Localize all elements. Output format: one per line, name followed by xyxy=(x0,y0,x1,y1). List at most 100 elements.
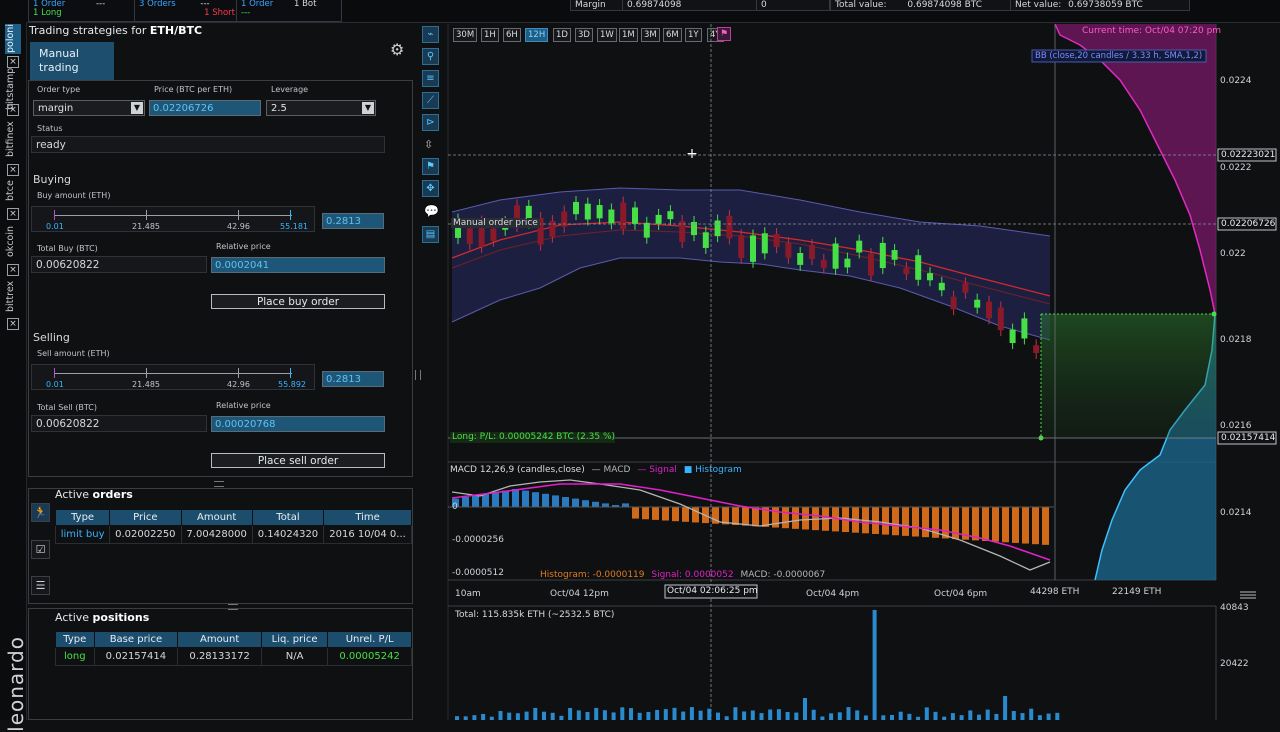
volume-axis-label: 20422 xyxy=(1220,659,1249,669)
candle xyxy=(809,245,815,260)
candle xyxy=(962,283,969,293)
timeframe-1m[interactable]: 1M xyxy=(619,28,638,42)
time-axis-label: Oct/04 4pm xyxy=(806,589,860,599)
timeframe-1h[interactable]: 1H xyxy=(481,28,499,42)
flag-icon[interactable]: ⚑ xyxy=(717,27,731,41)
volume-bar xyxy=(620,707,625,720)
bollinger-legend[interactable]: BB (close,20 candles / 3.33 h, SMA,1,2) xyxy=(1035,51,1203,61)
column-header[interactable]: Amount xyxy=(180,509,253,526)
screenshot-icon[interactable]: ▤ xyxy=(422,226,439,243)
buy-amount-slider[interactable]: 0.01 21.485 42.96 55.181 xyxy=(31,206,315,232)
place-buy-order-button[interactable]: Place buy order xyxy=(211,294,385,309)
table-row[interactable]: long 0.02157414 0.28133172 N/A 0.0000524… xyxy=(55,647,412,666)
checkbox-icon[interactable]: ☑ xyxy=(31,540,50,559)
strategy-settings-icon[interactable]: ⚙ xyxy=(390,40,405,59)
trend-line-icon[interactable]: ⟋ xyxy=(422,92,439,109)
timeframe-6h[interactable]: 6H xyxy=(503,28,521,42)
volume-bar xyxy=(863,715,868,720)
column-header[interactable]: Base price xyxy=(93,631,179,648)
close-icon[interactable]: × xyxy=(7,164,19,176)
histogram-bar xyxy=(542,493,549,507)
close-icon[interactable]: × xyxy=(7,264,19,276)
candle xyxy=(632,207,638,224)
timeframe-6m[interactable]: 6M xyxy=(663,28,682,42)
candle xyxy=(525,205,532,223)
column-header[interactable]: Time xyxy=(323,509,412,526)
move-tool-icon[interactable]: ✥ xyxy=(422,180,439,197)
histogram-bar xyxy=(892,507,899,536)
menu-icon[interactable] xyxy=(1240,591,1256,599)
macd-axis-label: -0.0000256 xyxy=(452,535,504,545)
column-header[interactable]: Unrel. P/L xyxy=(327,631,412,648)
resize-handle[interactable] xyxy=(214,481,224,487)
comment-icon[interactable]: 💬 xyxy=(424,204,439,218)
orders-summary-1[interactable]: 1 Order --- 1 Long xyxy=(28,0,138,22)
candle xyxy=(879,242,886,269)
volume-bar xyxy=(672,707,677,720)
slider-handle[interactable] xyxy=(54,210,55,220)
macd-histogram xyxy=(452,489,1049,545)
histogram-bar xyxy=(912,507,919,537)
candle xyxy=(679,221,686,243)
buy-relative-price-label: Relative price xyxy=(216,242,271,251)
timeframe-12h[interactable]: 12H xyxy=(525,28,549,42)
macd-legend[interactable]: MACD 12,26,9 (candles,close) — MACD — Si… xyxy=(450,465,742,475)
receipt-icon[interactable]: ☰ xyxy=(31,576,50,595)
column-header[interactable]: Liq. price xyxy=(260,631,329,648)
volume-bar xyxy=(681,711,686,720)
flag-tool-icon[interactable]: ⚑ xyxy=(422,158,439,175)
crosshair-time-tag: Oct/04 02:06:25 pm xyxy=(667,586,758,596)
column-header[interactable]: Total xyxy=(251,509,325,526)
leverage-select[interactable]: 2.5 ▼ xyxy=(266,100,376,116)
macd-zero-label: 0 xyxy=(452,502,458,512)
candle xyxy=(927,273,933,281)
candle xyxy=(891,250,898,260)
buy-relative-price-input[interactable]: 0.0002041 xyxy=(211,257,385,273)
label-tool-icon[interactable]: ⊳ xyxy=(422,114,439,131)
close-icon[interactable]: × xyxy=(7,208,19,220)
zoom-icon[interactable]: ⚲ xyxy=(422,48,439,65)
candle xyxy=(1033,345,1040,353)
vertical-resize-icon[interactable]: ⇳ xyxy=(424,138,434,151)
histogram-bar xyxy=(922,507,929,538)
magnet-icon[interactable]: ⌁ xyxy=(422,26,439,43)
timeframe-1d[interactable]: 1D xyxy=(553,28,571,42)
volume-bar xyxy=(646,712,651,720)
histogram-bar xyxy=(522,490,529,507)
volume-bar xyxy=(594,707,599,720)
orders-summary-3[interactable]: 1 Order 1 Bot --- xyxy=(236,0,342,22)
candle xyxy=(655,214,662,224)
column-header[interactable]: Price xyxy=(109,509,182,526)
timeframe-1w[interactable]: 1W xyxy=(597,28,617,42)
resize-handle[interactable] xyxy=(228,604,238,610)
close-icon[interactable]: × xyxy=(7,318,19,330)
histogram-bar xyxy=(562,497,569,507)
ask-depth-area xyxy=(1055,24,1216,314)
candle xyxy=(820,259,827,268)
place-sell-order-button[interactable]: Place sell order xyxy=(211,453,385,468)
active-orders-title: Active orders xyxy=(55,488,133,501)
close-icon[interactable]: × xyxy=(7,104,19,116)
fib-tool-icon[interactable]: ≡ xyxy=(422,70,439,87)
table-row[interactable]: limit buy 0.02002250 7.00428000 0.140243… xyxy=(54,525,412,544)
close-icon[interactable]: × xyxy=(7,56,19,68)
sell-relative-price-input[interactable]: 0.00020768 xyxy=(211,416,385,432)
timeframe-3d[interactable]: 3D xyxy=(575,28,593,42)
sell-amount-input[interactable]: 0.2813 xyxy=(322,371,384,387)
volume-bar xyxy=(1011,711,1016,720)
sell-amount-slider[interactable]: 0.01 21.485 42.96 55.892 xyxy=(31,364,315,390)
buy-amount-input[interactable]: 0.2813 xyxy=(322,213,384,229)
running-icon[interactable]: 🏃 xyxy=(31,503,50,522)
timeframe-1y[interactable]: 1Y xyxy=(685,28,702,42)
timeframe-3m[interactable]: 3M xyxy=(641,28,660,42)
splitter-handle[interactable] xyxy=(415,370,421,380)
order-type-select[interactable]: margin ▼ xyxy=(33,100,145,116)
slider-handle[interactable] xyxy=(54,368,55,378)
orders-summary-2[interactable]: 3 Orders --- 1 Short xyxy=(134,0,240,22)
volume-bar xyxy=(750,710,755,720)
candle xyxy=(950,296,957,310)
tab-manual-trading[interactable]: Manual trading xyxy=(30,42,114,80)
timeframe-30m[interactable]: 30M xyxy=(453,28,478,42)
price-input[interactable]: 0.02206726 xyxy=(149,100,261,116)
